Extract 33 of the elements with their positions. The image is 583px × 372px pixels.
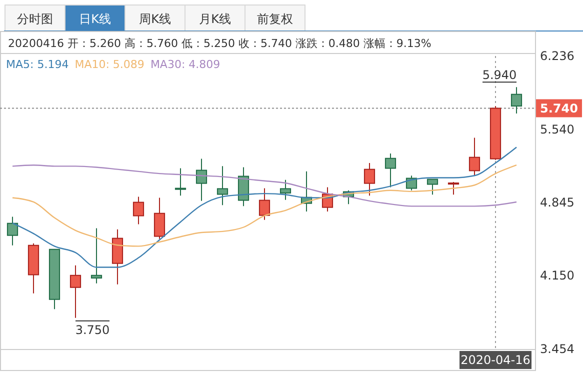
line-series [12,164,518,207]
y-tick-label: 4.150 [540,268,574,283]
annotation: 3.750 [75,322,110,337]
chart-title: 日K线 [79,12,111,26]
candlestick [174,168,186,196]
y-tick-label: 5.540 [540,122,574,136]
chart-subtitle: 20200416 开：5.260 高：5.760 低：5.250 收：5.740 涨跌：0.480 涨幅：9.13% [8,37,432,50]
candlestick [448,181,460,196]
candlestick [510,86,522,114]
candlestick [384,153,396,188]
y-tick-label: 6.236 [540,49,574,63]
tab-bar: 分时图 日K线 周K线 月K线 前复权 [4,4,306,32]
ref-line-label: 5.740 [540,102,578,116]
candlestick [258,188,270,220]
candlestick [6,216,18,246]
candlestick [90,228,102,284]
text: MA30: 4.809 [150,58,220,71]
text: MA5: 5.194 [6,58,69,71]
candlestick [154,197,166,240]
candlestick [280,179,292,200]
text: MA10: 5.089 [74,58,144,71]
y-tick-label: 4.845 [540,196,574,210]
annotation: 5.940 [482,68,517,82]
candlestick [70,264,82,318]
x-tick-label: 2020-04-16 [460,353,530,367]
y-tick-label: 3.454 [540,342,574,356]
candlestick [426,178,438,196]
line-series [12,164,518,247]
candlestick [364,162,376,196]
candlestick [196,158,208,202]
candlestick [132,196,144,225]
candlestick [216,166,228,206]
candlestick [468,137,480,176]
